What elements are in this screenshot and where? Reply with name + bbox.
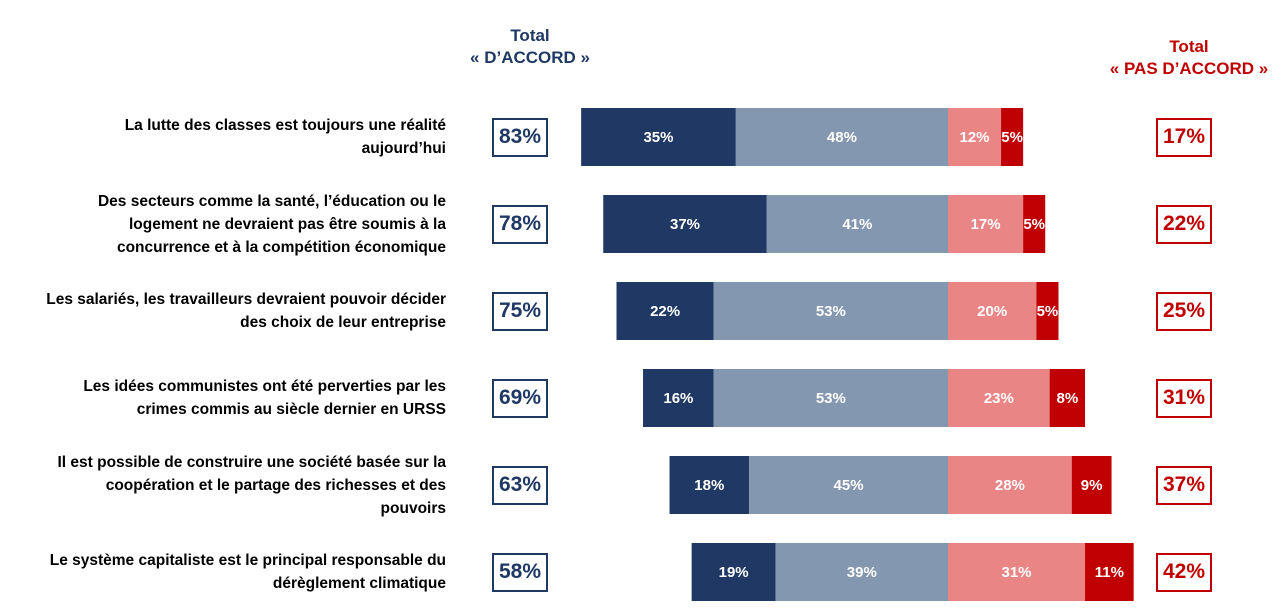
- bar-segment: [948, 369, 1050, 427]
- bar-segment: [766, 195, 948, 253]
- bar-segment: [1023, 195, 1046, 253]
- bar-segment: [948, 108, 1002, 166]
- bar-segment: [603, 195, 767, 253]
- category-label-line: concurrence et à la compétition économiq…: [116, 238, 446, 256]
- bar-segment: [643, 369, 714, 427]
- total-agree-header-line2: « D’ACCORD »: [470, 48, 590, 67]
- bar-segment-label: 5%: [1001, 129, 1023, 146]
- bar-segment: [948, 456, 1072, 514]
- bar-segment-label: 20%: [977, 303, 1007, 320]
- bar-segment-label: 53%: [816, 390, 846, 407]
- bar-segment-label: 31%: [1001, 564, 1031, 581]
- category-label: Le système capitaliste est le principal …: [0, 549, 446, 595]
- bar-segment-label: 28%: [995, 477, 1025, 494]
- bar-segment: [1036, 282, 1059, 340]
- bar-segment: [1071, 456, 1112, 514]
- total-disagree-value: 17%: [1156, 117, 1212, 157]
- total-agree-value: 63%: [492, 465, 548, 505]
- bar-segment-label: 12%: [960, 129, 990, 146]
- total-disagree-value: 37%: [1156, 465, 1212, 505]
- category-label-line: crimes commis au siècle dernier en URSS: [136, 401, 446, 418]
- bar-segment: [1085, 543, 1134, 601]
- category-label-line: Il est possible de construire une sociét…: [57, 453, 446, 471]
- total-agree-value: 58%: [492, 552, 548, 592]
- bar-segment: [713, 369, 948, 427]
- bar-segment-label: 35%: [643, 129, 673, 146]
- total-disagree-value: 42%: [1156, 552, 1212, 592]
- total-agree-header-line1: Total: [510, 26, 550, 45]
- category-label-line: Le système capitaliste est le principal …: [49, 552, 446, 569]
- bar-segment: [581, 108, 736, 166]
- total-disagree-header: Total « PAS D’ACCORD »: [1096, 36, 1282, 80]
- bar-segment-label: 48%: [827, 129, 857, 146]
- bar-segment: [691, 543, 776, 601]
- bar-segment-label: 45%: [834, 477, 864, 494]
- total-agree-value: 83%: [492, 117, 548, 157]
- bar-segment: [669, 456, 750, 514]
- bar-segment: [735, 108, 948, 166]
- category-label: Des secteurs comme la santé, l’éducation…: [0, 190, 446, 259]
- category-label-line: La lutte des classes est toujours une ré…: [124, 117, 446, 134]
- bar-segment-label: 18%: [694, 477, 724, 494]
- category-label: Les idées communistes ont été perverties…: [0, 375, 446, 421]
- bar-segment-label: 37%: [670, 216, 700, 233]
- bar-segment-label: 53%: [816, 303, 846, 320]
- bar-segment: [713, 282, 948, 340]
- bar-segment-label: 16%: [663, 390, 693, 407]
- category-label-line: Les idées communistes ont été perverties…: [83, 378, 446, 395]
- bar-segment: [1001, 108, 1024, 166]
- total-disagree-value: 22%: [1156, 204, 1212, 244]
- bar-segment: [948, 195, 1024, 253]
- bar-segment-label: 11%: [1095, 564, 1124, 581]
- category-label-line: des choix de leur entreprise: [240, 314, 446, 331]
- total-agree-value: 75%: [492, 291, 548, 331]
- bar-segment: [948, 282, 1037, 340]
- category-label: La lutte des classes est toujours une ré…: [0, 114, 446, 160]
- bar-segment-label: 5%: [1023, 216, 1045, 233]
- total-agree-header: Total « D’ACCORD »: [455, 25, 605, 69]
- bar-segment-label: 41%: [842, 216, 872, 233]
- bar-segment-label: 22%: [650, 303, 680, 320]
- total-disagree-value: 31%: [1156, 378, 1212, 418]
- category-label-line: logement ne devraient pas être soumis à …: [128, 215, 446, 233]
- category-label-line: pouvoirs: [380, 499, 446, 517]
- bar-segment-label: 19%: [719, 564, 749, 581]
- total-disagree-header-line2: « PAS D’ACCORD »: [1109, 59, 1269, 78]
- bar-segment-label: 8%: [1056, 390, 1078, 407]
- bar-segment: [1049, 369, 1086, 427]
- total-agree-value: 69%: [492, 378, 548, 418]
- bar-segment-label: 17%: [971, 216, 1001, 233]
- total-agree-value: 78%: [492, 204, 548, 244]
- bar-segment: [749, 456, 948, 514]
- bar-segment: [616, 282, 714, 340]
- category-label-line: Les salariés, les travailleurs devraient…: [46, 291, 446, 308]
- category-label-line: aujourd’hui: [361, 140, 446, 157]
- bar-segment-label: 39%: [847, 564, 877, 581]
- category-label: Il est possible de construire une sociét…: [0, 451, 446, 520]
- category-label-line: coopération et le partage des richesses …: [105, 476, 446, 494]
- bar-segment: [775, 543, 948, 601]
- bar-segment-label: 5%: [1037, 303, 1059, 320]
- total-disagree-value: 25%: [1156, 291, 1212, 331]
- category-label: Les salariés, les travailleurs devraient…: [0, 288, 446, 334]
- total-disagree-header-line1: Total: [1169, 37, 1209, 56]
- bar-segment: [948, 543, 1086, 601]
- bar-segment-label: 9%: [1081, 477, 1103, 494]
- category-label-line: Des secteurs comme la santé, l’éducation…: [97, 192, 446, 210]
- category-label-line: dérèglement climatique: [272, 575, 446, 592]
- bar-segment-label: 23%: [984, 390, 1014, 407]
